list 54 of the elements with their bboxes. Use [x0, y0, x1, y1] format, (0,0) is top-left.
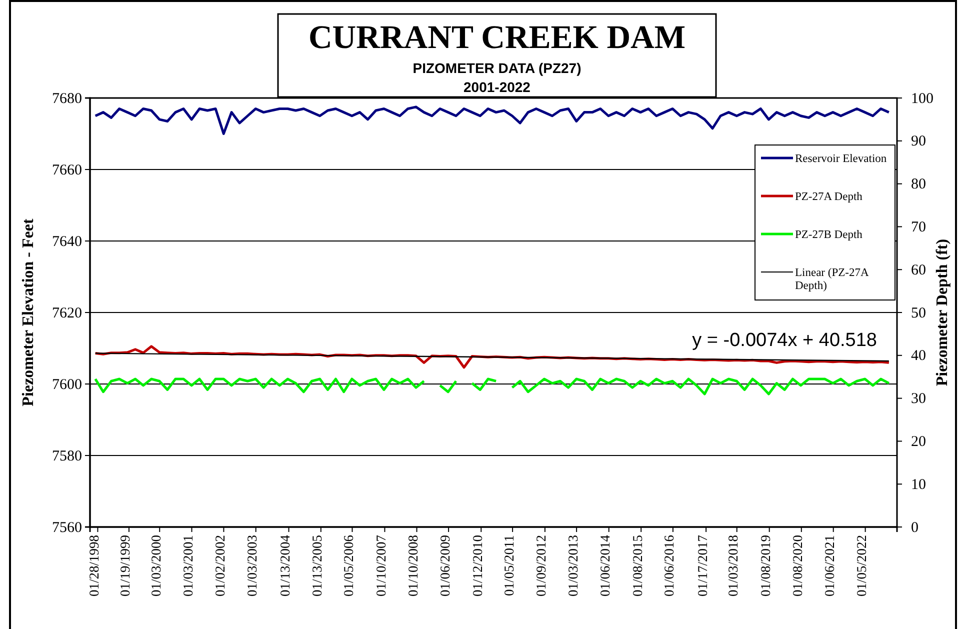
y-tick-label: 7680	[52, 90, 82, 107]
x-tick-label: 01/10/2008	[405, 534, 420, 597]
x-tick-label: 01/03/2003	[244, 534, 260, 597]
x-tick-label: 01/12/2010	[470, 534, 485, 597]
x-tick-label: 01/10/2007	[373, 534, 388, 597]
x-tick-label: 01/06/2009	[437, 534, 452, 597]
x-tick-label: 01/05/2006	[340, 534, 356, 597]
x-tick-label: 01/06/2021	[822, 535, 838, 597]
x-tick-label: 01/19/1999	[118, 534, 133, 597]
x-tick-label: 01/03/2018	[726, 534, 741, 597]
text: 2001-2022	[464, 79, 531, 95]
x-tick-label: 01/28/1998	[86, 534, 102, 597]
y2-tick-label: 30	[911, 391, 926, 408]
x-tick-label: 01/17/2017	[694, 534, 710, 597]
legend-label: Linear (PZ-27A Depth)	[795, 267, 870, 292]
y2-tick-label: 50	[911, 305, 926, 322]
x-tick-label: 01/08/2020	[790, 534, 806, 597]
y2-tick-label: 100	[911, 90, 934, 107]
y2-tick-label: 0	[911, 520, 918, 536]
y-tick-label: 7560	[52, 520, 82, 536]
x-tick-label: 01/06/2016	[662, 534, 677, 597]
chart-subtitle: PIZOMETER DATA (PZ27)	[412, 60, 582, 76]
y2-tick-label: 20	[911, 434, 926, 450]
x-tick-label: 01/03/2000	[148, 534, 164, 597]
legend-label: PZ-27A Depth	[795, 191, 863, 203]
y2-axis-title: Piezometer Depth (ft)	[934, 238, 951, 386]
annotation: y = -0.0074x + 40.518	[692, 330, 877, 351]
y-tick-label: 7660	[52, 162, 82, 178]
y2-tick-label: 40	[911, 348, 926, 364]
x-tick-label: 01/05/2022	[854, 535, 870, 597]
y2-tick-label: 10	[911, 476, 926, 493]
y-tick-label: 7620	[52, 305, 82, 322]
y-axis-title: Piezometer Elevation - Feet	[20, 218, 37, 406]
line-series	[94, 106, 890, 135]
legend-label: Reservoir Elevation	[795, 153, 887, 165]
y2-tick-label: 70	[911, 220, 926, 236]
x-tick-label: 01/08/2015	[630, 534, 645, 597]
x-tick-label: 01/13/2004	[277, 534, 292, 597]
legend-label: PZ-27B Depth	[795, 229, 863, 241]
x-tick-label: 01/08/2019	[758, 534, 774, 597]
y-tick-label: 7640	[52, 234, 82, 250]
x-tick-label: 01/09/2012	[534, 535, 549, 597]
x-tick-label: 01/05/2011	[501, 535, 516, 596]
x-tick-label: 01/03/2001	[180, 535, 196, 597]
x-tick-label: 01/06/2014	[598, 534, 613, 597]
y-tick-label: 7600	[52, 376, 82, 393]
x-tick-label: 01/13/2005	[310, 534, 325, 597]
y2-tick-label: 60	[911, 262, 926, 278]
y2-tick-label: 90	[911, 134, 926, 150]
x-tick-label: 01/03/2013	[565, 534, 580, 597]
y-tick-label: 7580	[52, 448, 82, 464]
y2-tick-label: 80	[911, 176, 926, 193]
chart-title: CURRANT CREEK DAM	[308, 20, 686, 56]
x-tick-label: 01/02/2002	[212, 535, 228, 597]
